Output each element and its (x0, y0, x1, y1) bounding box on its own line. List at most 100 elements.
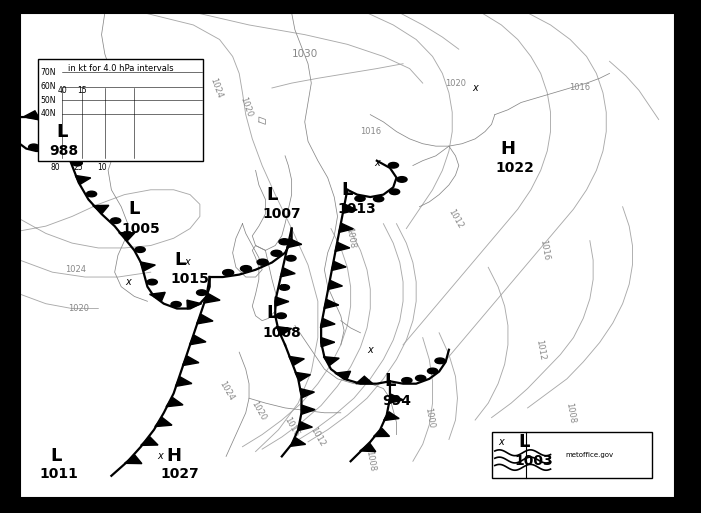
Polygon shape (275, 297, 289, 306)
Ellipse shape (279, 239, 290, 245)
Ellipse shape (388, 163, 398, 168)
Polygon shape (374, 428, 390, 437)
Ellipse shape (135, 247, 145, 252)
Text: 80: 80 (51, 163, 60, 172)
Ellipse shape (46, 138, 56, 144)
Polygon shape (93, 205, 109, 213)
Polygon shape (335, 242, 350, 251)
Ellipse shape (276, 313, 286, 319)
Text: 1008: 1008 (364, 450, 376, 472)
Ellipse shape (37, 145, 48, 151)
Polygon shape (388, 394, 403, 403)
Text: 1012: 1012 (308, 426, 327, 448)
Polygon shape (356, 376, 373, 384)
Text: 15: 15 (77, 86, 87, 94)
Text: 1020: 1020 (68, 304, 89, 313)
Text: x: x (498, 437, 504, 447)
Text: 1020: 1020 (238, 96, 254, 119)
Polygon shape (75, 175, 90, 184)
Text: 1024: 1024 (208, 76, 224, 100)
Polygon shape (335, 371, 350, 380)
Ellipse shape (435, 358, 445, 364)
Text: H: H (501, 140, 515, 157)
Ellipse shape (390, 189, 400, 194)
Text: L: L (266, 304, 278, 322)
Text: 1008: 1008 (564, 402, 576, 424)
Polygon shape (383, 412, 399, 421)
Polygon shape (360, 443, 376, 451)
Polygon shape (301, 405, 315, 415)
Ellipse shape (196, 290, 207, 295)
Ellipse shape (72, 160, 82, 166)
Polygon shape (166, 398, 183, 407)
Ellipse shape (171, 302, 182, 307)
Text: x: x (472, 83, 478, 93)
Ellipse shape (29, 144, 39, 150)
Text: 25: 25 (74, 163, 83, 172)
Text: x: x (125, 277, 130, 287)
Text: 1016: 1016 (283, 416, 301, 439)
Polygon shape (141, 437, 158, 445)
Text: 1020: 1020 (445, 78, 466, 88)
Polygon shape (280, 268, 295, 277)
Polygon shape (328, 280, 343, 289)
Polygon shape (287, 239, 302, 248)
Polygon shape (324, 300, 339, 309)
Text: 70N: 70N (41, 68, 56, 77)
Polygon shape (48, 120, 63, 129)
Ellipse shape (397, 176, 407, 182)
Text: 1016: 1016 (360, 127, 381, 136)
Ellipse shape (240, 266, 252, 272)
Ellipse shape (257, 259, 268, 265)
Text: L: L (519, 433, 530, 451)
Ellipse shape (416, 376, 426, 381)
Ellipse shape (374, 196, 383, 202)
Polygon shape (182, 356, 199, 366)
Text: 1013: 1013 (338, 202, 376, 216)
Polygon shape (290, 438, 306, 446)
Text: L: L (50, 447, 62, 465)
Polygon shape (321, 338, 335, 347)
Bar (38, 59, 203, 161)
Polygon shape (149, 292, 165, 301)
Text: in kt for 4.0 hPa intervals: in kt for 4.0 hPa intervals (68, 64, 173, 73)
Text: x: x (184, 258, 190, 267)
Polygon shape (196, 314, 213, 324)
Polygon shape (125, 455, 142, 464)
Text: L: L (175, 251, 186, 269)
Text: 1022: 1022 (495, 161, 534, 175)
Text: metoffice.gov: metoffice.gov (565, 452, 613, 458)
Bar (491, 432, 652, 478)
Text: 1011: 1011 (39, 467, 79, 481)
Text: x: x (374, 158, 380, 168)
Polygon shape (118, 232, 135, 241)
Text: L: L (266, 186, 278, 204)
Text: x: x (279, 282, 285, 292)
Polygon shape (155, 418, 172, 427)
Polygon shape (276, 326, 292, 336)
Polygon shape (187, 300, 202, 309)
Ellipse shape (271, 250, 282, 256)
Text: 1016: 1016 (569, 84, 590, 92)
Text: 1030: 1030 (292, 49, 318, 59)
Text: 1003: 1003 (515, 454, 554, 468)
Text: L: L (384, 372, 395, 390)
Text: 1007: 1007 (262, 207, 301, 221)
Ellipse shape (355, 196, 365, 202)
Ellipse shape (86, 191, 97, 197)
Text: 1016: 1016 (538, 239, 550, 262)
Text: L: L (341, 181, 353, 199)
Text: 10: 10 (97, 163, 107, 172)
Text: 1027: 1027 (161, 467, 200, 481)
Text: 988: 988 (50, 144, 79, 158)
Ellipse shape (286, 255, 296, 261)
Text: 1012: 1012 (534, 339, 547, 361)
Ellipse shape (402, 378, 412, 383)
Text: x: x (367, 345, 373, 355)
Polygon shape (140, 262, 156, 271)
Polygon shape (343, 204, 358, 213)
Ellipse shape (111, 218, 121, 224)
Text: 40N: 40N (41, 109, 56, 118)
Polygon shape (295, 372, 311, 381)
Text: 60N: 60N (41, 82, 56, 91)
